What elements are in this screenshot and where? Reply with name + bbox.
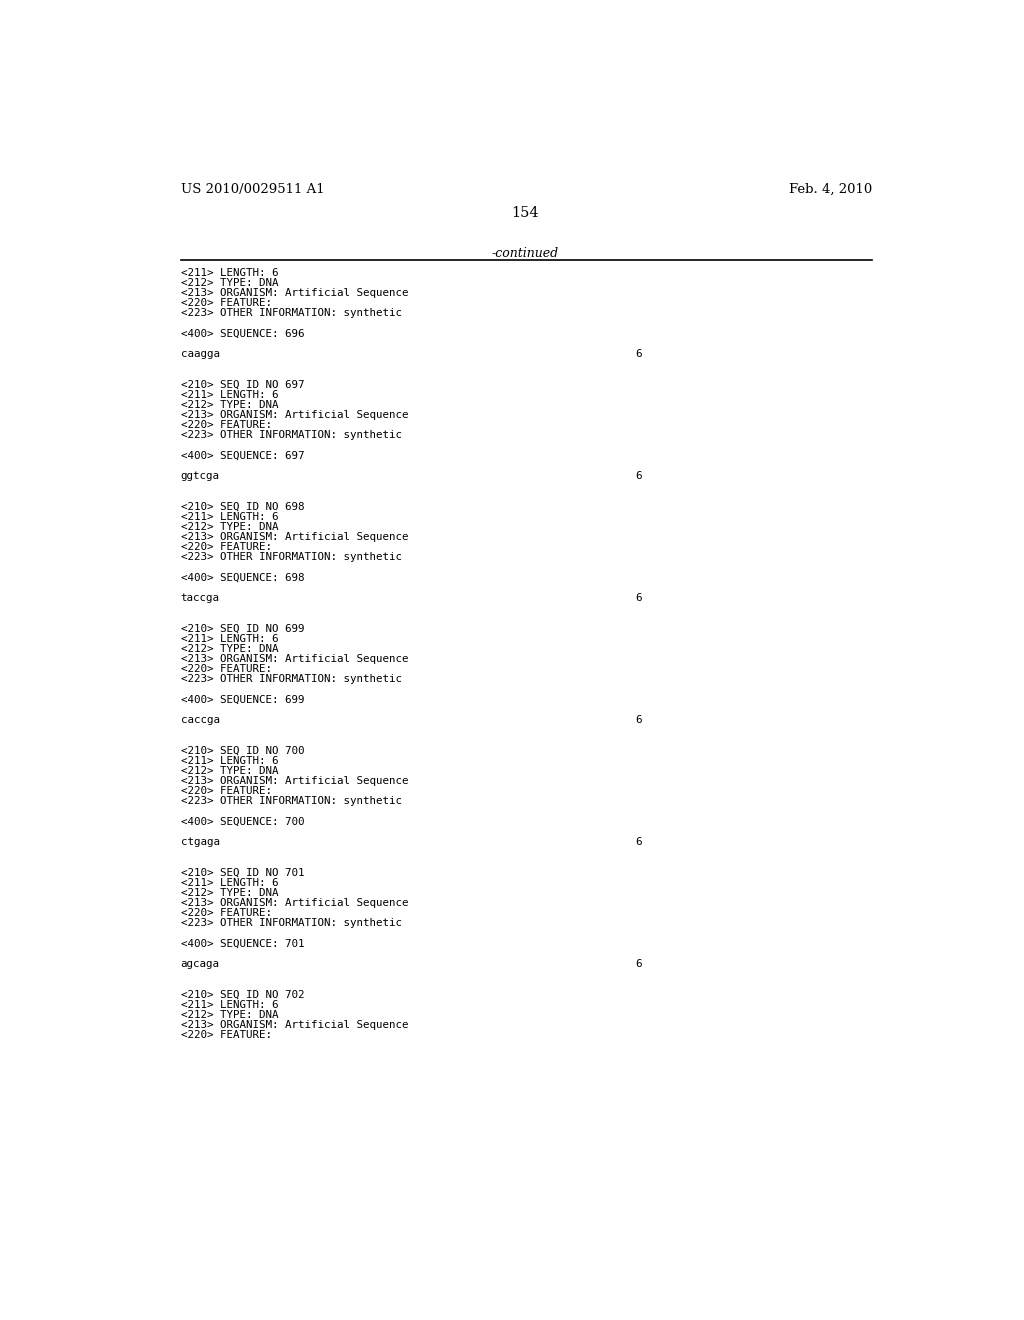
Text: <220> FEATURE:: <220> FEATURE:: [180, 787, 271, 796]
Text: <400> SEQUENCE: 698: <400> SEQUENCE: 698: [180, 573, 304, 582]
Text: ggtcga: ggtcga: [180, 471, 220, 480]
Text: <210> SEQ ID NO 700: <210> SEQ ID NO 700: [180, 746, 304, 755]
Text: <211> LENGTH: 6: <211> LENGTH: 6: [180, 512, 279, 521]
Text: agcaga: agcaga: [180, 958, 220, 969]
Text: caagga: caagga: [180, 348, 220, 359]
Text: 154: 154: [511, 206, 539, 220]
Text: <220> FEATURE:: <220> FEATURE:: [180, 1030, 271, 1040]
Text: <210> SEQ ID NO 699: <210> SEQ ID NO 699: [180, 623, 304, 634]
Text: <220> FEATURE:: <220> FEATURE:: [180, 664, 271, 675]
Text: <212> TYPE: DNA: <212> TYPE: DNA: [180, 766, 279, 776]
Text: <212> TYPE: DNA: <212> TYPE: DNA: [180, 400, 279, 411]
Text: <212> TYPE: DNA: <212> TYPE: DNA: [180, 888, 279, 898]
Text: <400> SEQUENCE: 701: <400> SEQUENCE: 701: [180, 939, 304, 949]
Text: <210> SEQ ID NO 701: <210> SEQ ID NO 701: [180, 867, 304, 878]
Text: <213> ORGANISM: Artificial Sequence: <213> ORGANISM: Artificial Sequence: [180, 898, 409, 908]
Text: <210> SEQ ID NO 697: <210> SEQ ID NO 697: [180, 380, 304, 389]
Text: <211> LENGTH: 6: <211> LENGTH: 6: [180, 755, 279, 766]
Text: <223> OTHER INFORMATION: synthetic: <223> OTHER INFORMATION: synthetic: [180, 309, 401, 318]
Text: <220> FEATURE:: <220> FEATURE:: [180, 420, 271, 430]
Text: <223> OTHER INFORMATION: synthetic: <223> OTHER INFORMATION: synthetic: [180, 430, 401, 441]
Text: <213> ORGANISM: Artificial Sequence: <213> ORGANISM: Artificial Sequence: [180, 288, 409, 298]
Text: <223> OTHER INFORMATION: synthetic: <223> OTHER INFORMATION: synthetic: [180, 796, 401, 807]
Text: <210> SEQ ID NO 702: <210> SEQ ID NO 702: [180, 990, 304, 999]
Text: <212> TYPE: DNA: <212> TYPE: DNA: [180, 279, 279, 288]
Text: <212> TYPE: DNA: <212> TYPE: DNA: [180, 1010, 279, 1020]
Text: <212> TYPE: DNA: <212> TYPE: DNA: [180, 521, 279, 532]
Text: <400> SEQUENCE: 697: <400> SEQUENCE: 697: [180, 450, 304, 461]
Text: -continued: -continued: [492, 247, 558, 260]
Text: <400> SEQUENCE: 699: <400> SEQUENCE: 699: [180, 694, 304, 705]
Text: 6: 6: [636, 837, 642, 847]
Text: Feb. 4, 2010: Feb. 4, 2010: [788, 183, 872, 197]
Text: <213> ORGANISM: Artificial Sequence: <213> ORGANISM: Artificial Sequence: [180, 1020, 409, 1030]
Text: taccga: taccga: [180, 593, 220, 603]
Text: <220> FEATURE:: <220> FEATURE:: [180, 298, 271, 309]
Text: 6: 6: [636, 958, 642, 969]
Text: <211> LENGTH: 6: <211> LENGTH: 6: [180, 389, 279, 400]
Text: <220> FEATURE:: <220> FEATURE:: [180, 908, 271, 919]
Text: <223> OTHER INFORMATION: synthetic: <223> OTHER INFORMATION: synthetic: [180, 919, 401, 928]
Text: <400> SEQUENCE: 696: <400> SEQUENCE: 696: [180, 329, 304, 339]
Text: <213> ORGANISM: Artificial Sequence: <213> ORGANISM: Artificial Sequence: [180, 411, 409, 420]
Text: caccga: caccga: [180, 715, 220, 725]
Text: <220> FEATURE:: <220> FEATURE:: [180, 543, 271, 552]
Text: <211> LENGTH: 6: <211> LENGTH: 6: [180, 634, 279, 644]
Text: 6: 6: [636, 471, 642, 480]
Text: <213> ORGANISM: Artificial Sequence: <213> ORGANISM: Artificial Sequence: [180, 532, 409, 543]
Text: <211> LENGTH: 6: <211> LENGTH: 6: [180, 268, 279, 277]
Text: ctgaga: ctgaga: [180, 837, 220, 847]
Text: <223> OTHER INFORMATION: synthetic: <223> OTHER INFORMATION: synthetic: [180, 552, 401, 562]
Text: <212> TYPE: DNA: <212> TYPE: DNA: [180, 644, 279, 653]
Text: 6: 6: [636, 593, 642, 603]
Text: <211> LENGTH: 6: <211> LENGTH: 6: [180, 999, 279, 1010]
Text: 6: 6: [636, 348, 642, 359]
Text: US 2010/0029511 A1: US 2010/0029511 A1: [180, 183, 325, 197]
Text: <223> OTHER INFORMATION: synthetic: <223> OTHER INFORMATION: synthetic: [180, 675, 401, 684]
Text: 6: 6: [636, 715, 642, 725]
Text: <213> ORGANISM: Artificial Sequence: <213> ORGANISM: Artificial Sequence: [180, 653, 409, 664]
Text: <400> SEQUENCE: 700: <400> SEQUENCE: 700: [180, 817, 304, 826]
Text: <213> ORGANISM: Artificial Sequence: <213> ORGANISM: Artificial Sequence: [180, 776, 409, 785]
Text: <211> LENGTH: 6: <211> LENGTH: 6: [180, 878, 279, 887]
Text: <210> SEQ ID NO 698: <210> SEQ ID NO 698: [180, 502, 304, 512]
